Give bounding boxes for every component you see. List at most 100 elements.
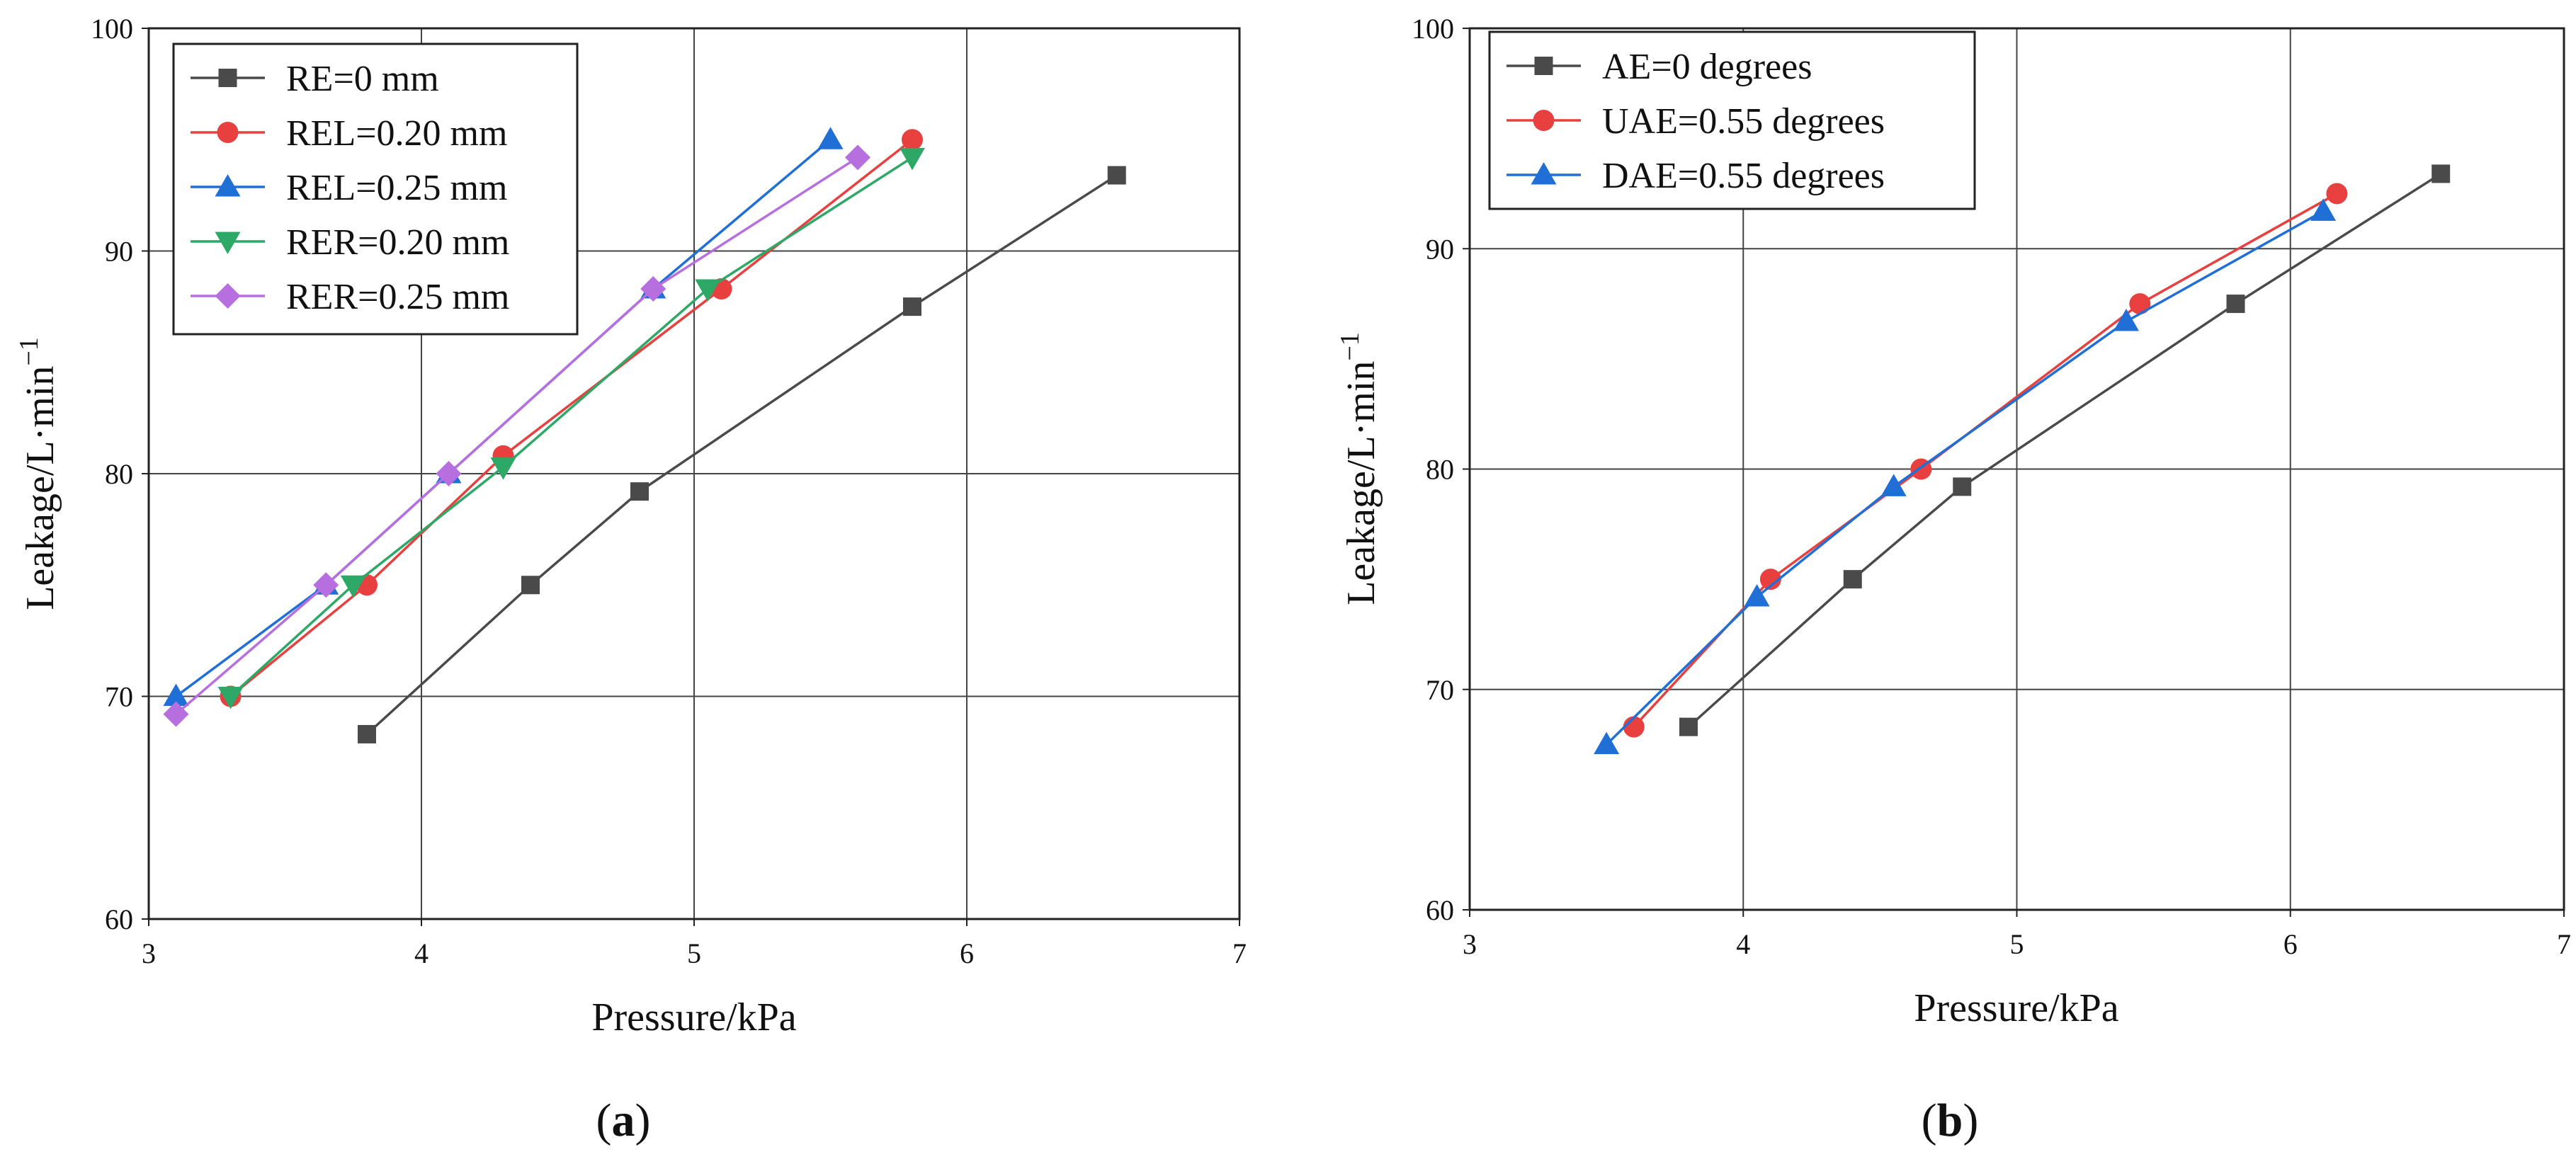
panel-label: (a) xyxy=(596,1095,651,1146)
legend-box xyxy=(172,42,579,336)
plot-area-frame xyxy=(1468,27,2565,911)
x-tick-label: 5 xyxy=(687,937,701,969)
series-re-0-mm xyxy=(358,166,1126,743)
data-point xyxy=(640,275,666,302)
chart-panel-a: 3 4 5 6 7 60 70 80 90 100 Pressure/kPa Leakage/L·… xyxy=(14,13,1247,1146)
x-axis-title: Pressure/kPa xyxy=(1914,986,2118,1030)
series-rer-0-25-mm xyxy=(163,144,870,727)
legend-swatch-marker xyxy=(215,283,241,309)
data-point xyxy=(1843,570,1862,589)
series-layer xyxy=(1594,164,2451,755)
data-point xyxy=(817,127,844,149)
panel-label: (b) xyxy=(1922,1095,1979,1146)
y-axis-title: Leakage/L·min−1 xyxy=(1335,332,1383,605)
legend-item: REL=0.20 mm xyxy=(191,113,507,154)
data-point xyxy=(2326,183,2348,205)
y-tick-label: 80 xyxy=(105,458,133,490)
x-axis-title: Pressure/kPa xyxy=(591,995,796,1039)
x-tick-label: 7 xyxy=(1232,937,1247,969)
gridlines xyxy=(1470,28,2564,910)
legend-swatch-marker xyxy=(1531,162,1557,185)
legend-item: RE=0 mm xyxy=(191,59,439,99)
data-point xyxy=(217,687,244,709)
data-point xyxy=(1594,731,1620,755)
data-point xyxy=(2226,295,2245,314)
data-point xyxy=(902,129,923,151)
legend-swatch-marker xyxy=(215,232,241,254)
legend-label: RER=0.20 mm xyxy=(286,222,509,263)
x-tick-label: 3 xyxy=(1463,928,1477,960)
y-tick-label: 80 xyxy=(1426,454,1454,486)
legend-swatch-marker xyxy=(1534,57,1553,75)
data-point xyxy=(1623,716,1645,738)
data-point xyxy=(1759,569,1781,590)
x-tick-label: 4 xyxy=(414,937,429,969)
data-point xyxy=(2113,308,2139,331)
data-point xyxy=(900,147,925,171)
legend: RE=0 mm REL=0.20 mm REL=0.25 mm RER=0.20 mm… xyxy=(172,42,579,336)
data-point xyxy=(358,724,376,743)
y-tick-label: 90 xyxy=(1426,233,1454,265)
series-ae-0-degrees xyxy=(1679,164,2451,736)
data-point xyxy=(903,297,921,316)
legend-entries: AE=0 degrees UAE=0.55 degrees DAE=0.55 deg… xyxy=(1507,47,1885,196)
x-tick-label: 6 xyxy=(2283,928,2298,960)
plot-area-frame xyxy=(147,27,1241,920)
panel-label-close-paren: ) xyxy=(635,1095,651,1146)
data-point xyxy=(163,683,189,706)
legend: AE=0 degrees UAE=0.55 degrees DAE=0.55 deg… xyxy=(1488,30,1976,210)
legend-swatch-marker xyxy=(1533,110,1555,131)
legend-item: UAE=0.55 degrees xyxy=(1507,101,1885,142)
x-tick-label: 6 xyxy=(960,937,974,969)
y-tick-label: 100 xyxy=(91,13,133,45)
x-tick-label: 4 xyxy=(1736,928,1750,960)
panel-label-letter: b xyxy=(1937,1095,1963,1146)
axis-ticks: 3 4 5 6 7 60 70 80 90 100 xyxy=(91,13,1247,969)
series-rer-0-20-mm xyxy=(217,147,925,709)
data-point xyxy=(695,279,721,302)
data-point xyxy=(313,572,339,598)
y-tick-label: 90 xyxy=(105,236,133,268)
data-point xyxy=(436,461,462,486)
legend-label: RER=0.25 mm xyxy=(286,277,509,317)
data-point xyxy=(1107,166,1126,185)
panel-label-open-paren: ( xyxy=(596,1095,612,1146)
y-axis-title: Leakage/L·min−1 xyxy=(14,337,62,610)
chart-panel-b: 3 4 5 6 7 60 70 80 90 100 Pressure/kPa Leakage/L·… xyxy=(1335,13,2571,1146)
y-tick-label: 70 xyxy=(1426,674,1454,706)
legend-item: DAE=0.55 degrees xyxy=(1507,156,1885,196)
legend-swatch-marker xyxy=(218,69,237,87)
legend-item: RER=0.20 mm xyxy=(191,222,509,263)
legend-label: DAE=0.55 degrees xyxy=(1602,156,1885,196)
panel-label-close-paren: ) xyxy=(1963,1095,1978,1146)
data-point xyxy=(490,457,516,480)
y-tick-label: 60 xyxy=(105,903,133,935)
y-tick-label: 60 xyxy=(1426,894,1454,926)
legend-entries: RE=0 mm REL=0.20 mm REL=0.25 mm RER=0.20 mm… xyxy=(191,59,509,317)
data-point xyxy=(2129,293,2151,315)
data-point xyxy=(340,575,366,598)
data-point xyxy=(2310,198,2337,221)
x-tick-label: 5 xyxy=(2010,928,2024,960)
data-point xyxy=(2432,164,2451,183)
legend-label: REL=0.25 mm xyxy=(286,168,507,208)
series-layer xyxy=(163,127,1126,743)
legend-item: RER=0.25 mm xyxy=(191,277,509,317)
data-point xyxy=(521,576,540,595)
y-tick-label: 100 xyxy=(1412,13,1454,45)
data-point xyxy=(1744,584,1770,607)
axis-ticks: 3 4 5 6 7 60 70 80 90 100 xyxy=(1412,13,2571,960)
series-dae-0-55-degrees xyxy=(1594,198,2337,755)
panel-label-letter: a xyxy=(612,1095,635,1146)
legend-item: REL=0.25 mm xyxy=(191,168,507,208)
data-point xyxy=(1679,717,1698,736)
x-tick-label: 7 xyxy=(2557,928,2571,960)
data-point xyxy=(630,482,649,501)
legend-item: AE=0 degrees xyxy=(1507,47,1812,87)
legend-swatch-marker xyxy=(215,174,241,197)
legend-swatch-marker xyxy=(217,122,239,143)
data-point xyxy=(845,144,870,171)
data-point xyxy=(1953,477,1972,496)
legend-label: AE=0 degrees xyxy=(1602,47,1812,87)
